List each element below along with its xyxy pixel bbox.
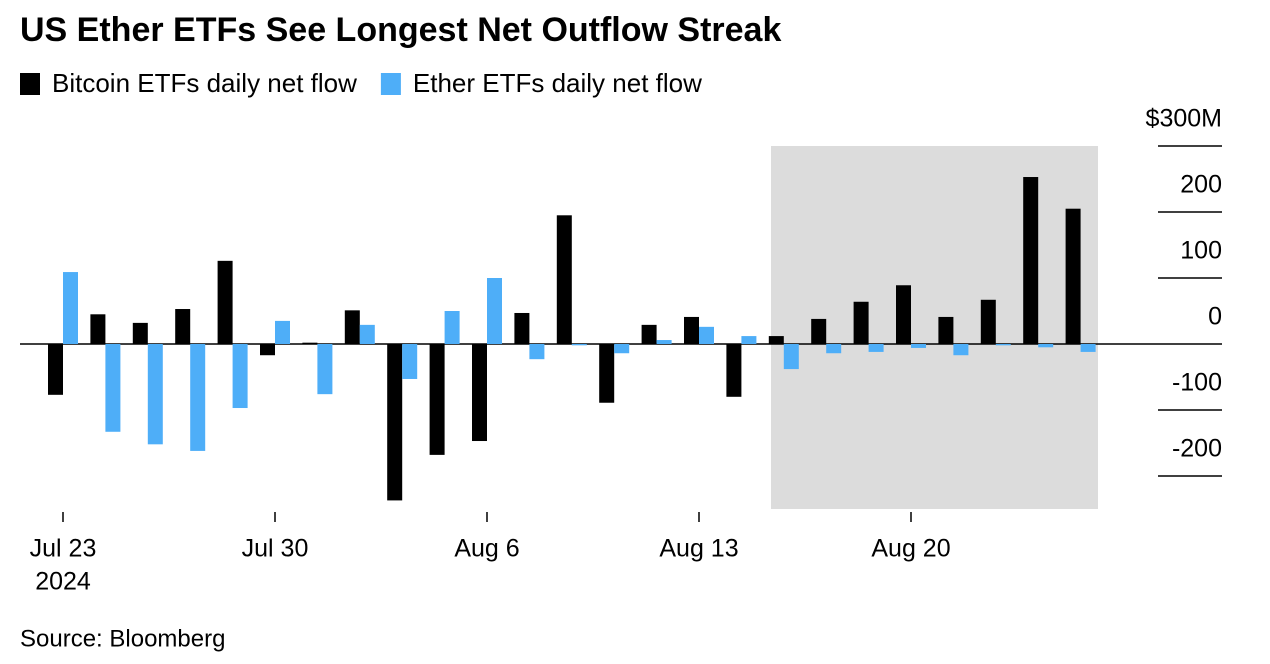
- bar: [811, 318, 827, 344]
- bar: [1065, 208, 1081, 344]
- bar: [641, 324, 657, 344]
- bar: [487, 278, 502, 344]
- bar: [938, 316, 954, 344]
- bar: [726, 344, 742, 397]
- y-tick-label: 100: [1180, 237, 1222, 265]
- bar: [1080, 344, 1096, 352]
- bar: [402, 344, 418, 379]
- y-tick-label: 0: [1208, 303, 1222, 331]
- x-tick-label: Aug 13: [659, 535, 738, 563]
- bar: [344, 310, 360, 344]
- y-tick-label: -100: [1172, 369, 1222, 397]
- year-label: 2024: [35, 568, 91, 596]
- bar: [105, 344, 121, 432]
- bar: [953, 344, 969, 356]
- x-tick-label: Jul 23: [30, 535, 97, 563]
- bar: [741, 336, 757, 344]
- bar: [444, 311, 460, 344]
- chart-title: US Ether ETFs See Longest Net Outflow St…: [20, 11, 781, 49]
- bar: [1038, 344, 1054, 348]
- legend-swatch: [20, 73, 40, 95]
- bar: [599, 344, 615, 403]
- bar: [232, 344, 248, 409]
- bar: [571, 344, 587, 346]
- bar: [896, 285, 911, 344]
- bar: [783, 344, 799, 370]
- bar: [826, 344, 842, 354]
- bar: [614, 344, 630, 354]
- source: Source: Bloomberg: [20, 625, 225, 652]
- legend-label: Ether ETFs daily net flow: [413, 68, 702, 98]
- bar: [317, 344, 333, 395]
- bar: [868, 344, 884, 352]
- x-tick-label: Aug 6: [454, 535, 519, 563]
- bar: [980, 299, 996, 344]
- bar: [472, 344, 487, 442]
- x-tick-label: Aug 20: [871, 535, 950, 563]
- y-tick-label: $300M: [1146, 105, 1222, 133]
- bar: [995, 344, 1011, 346]
- bar: [1023, 177, 1039, 344]
- bar: [217, 260, 233, 344]
- y-tick-label: -200: [1172, 435, 1222, 463]
- y-tick-label: 200: [1180, 171, 1222, 199]
- bar: [429, 344, 445, 455]
- bar: [63, 272, 78, 344]
- bar: [911, 344, 926, 348]
- bar: [275, 320, 290, 344]
- bar: [529, 344, 545, 360]
- bar: [90, 314, 106, 344]
- bar: [48, 344, 63, 395]
- bar: [302, 342, 318, 344]
- bar: [699, 326, 714, 344]
- bar: [684, 316, 699, 344]
- bar: [656, 340, 672, 344]
- bar: [514, 312, 530, 344]
- x-tick-label: Jul 30: [242, 535, 309, 563]
- legend-label: Bitcoin ETFs daily net flow: [52, 68, 357, 98]
- bar: [387, 344, 403, 501]
- bar: [175, 309, 191, 344]
- bar: [853, 301, 869, 344]
- bar: [768, 336, 784, 344]
- bar: [147, 344, 163, 445]
- bar: [556, 215, 572, 344]
- bar: [190, 344, 206, 451]
- bar: [132, 322, 148, 344]
- legend-swatch: [380, 73, 401, 95]
- bar: [260, 344, 275, 356]
- bar: [359, 324, 375, 344]
